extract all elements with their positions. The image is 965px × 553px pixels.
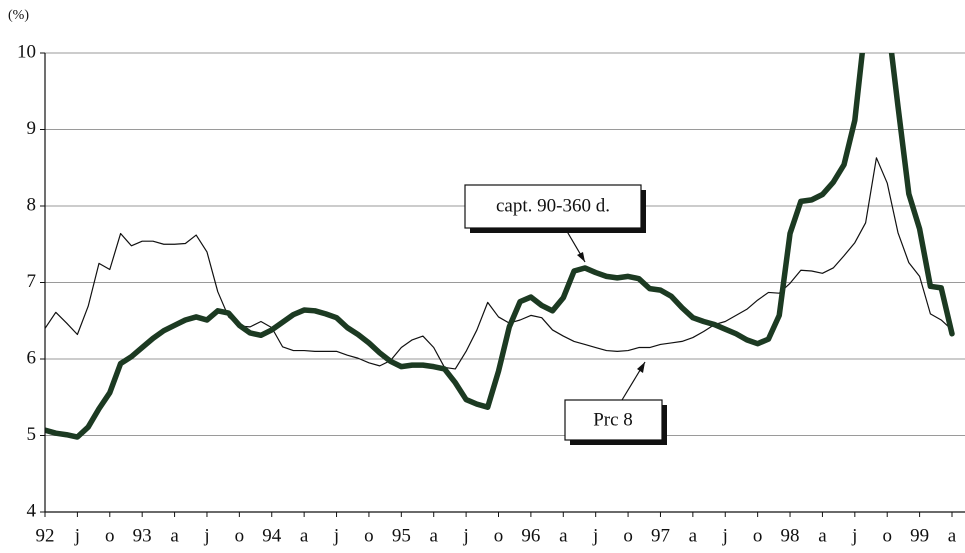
x-tick-label: a xyxy=(170,525,179,546)
annotation-label: Prc 8 xyxy=(593,409,633,430)
x-tick-label: j xyxy=(851,525,857,546)
x-tick-label: o xyxy=(494,525,504,546)
y-tick-label: 4 xyxy=(27,500,37,521)
x-ticks: 92 j o 93 a j o 94 a j o 95 a j o 96 a j o 97 a j o 98 a j o 99 a xyxy=(36,512,957,546)
y-tick-label: 10 xyxy=(17,41,36,62)
x-tick-label: j xyxy=(203,525,209,546)
plot-area xyxy=(45,53,955,440)
x-tick-label: j xyxy=(462,525,468,546)
x-tick-label: o xyxy=(364,525,374,546)
x-tick-label: j xyxy=(592,525,598,546)
arrow-head xyxy=(577,252,585,262)
x-tick-label: 93 xyxy=(133,525,152,546)
x-tick-label: 98 xyxy=(781,525,800,546)
y-axis-label: (%) xyxy=(8,8,29,23)
annotation-box xyxy=(564,399,663,441)
x-tick-label: 95 xyxy=(392,525,411,546)
annotation-box xyxy=(464,184,642,229)
x-tick-label: j xyxy=(333,525,339,546)
grid: 4 5 6 7 8 9 10 xyxy=(17,41,965,521)
y-tick-label: 5 xyxy=(27,424,37,445)
x-tick-label: a xyxy=(689,525,698,546)
x-tick-label: o xyxy=(623,525,633,546)
y-tick-label: 7 xyxy=(27,271,37,292)
x-tick-label: 97 xyxy=(651,525,670,546)
x-tick-label: 92 xyxy=(36,525,55,546)
x-tick-label: 99 xyxy=(910,525,929,546)
x-tick-label: 94 xyxy=(262,525,282,546)
series-line xyxy=(45,53,955,440)
arrow-head xyxy=(637,362,645,373)
x-tick-label: a xyxy=(429,525,438,546)
x-tick-label: j xyxy=(74,525,80,546)
series-line xyxy=(45,157,953,370)
x-tick-label: a xyxy=(559,525,568,546)
x-tick-label: j xyxy=(722,525,728,546)
y-tick-label: 6 xyxy=(27,347,37,368)
x-tick-label: a xyxy=(300,525,309,546)
y-tick-label: 8 xyxy=(27,194,37,215)
annotation-label: capt. 90-360 d. xyxy=(496,195,610,216)
x-tick-label: 96 xyxy=(521,525,540,546)
x-tick-label: o xyxy=(882,525,892,546)
y-tick-label: 9 xyxy=(27,118,37,139)
x-tick-label: a xyxy=(818,525,827,546)
x-tick-label: o xyxy=(753,525,763,546)
x-tick-label: o xyxy=(105,525,115,546)
x-tick-label: a xyxy=(948,525,957,546)
x-tick-label: o xyxy=(235,525,245,546)
